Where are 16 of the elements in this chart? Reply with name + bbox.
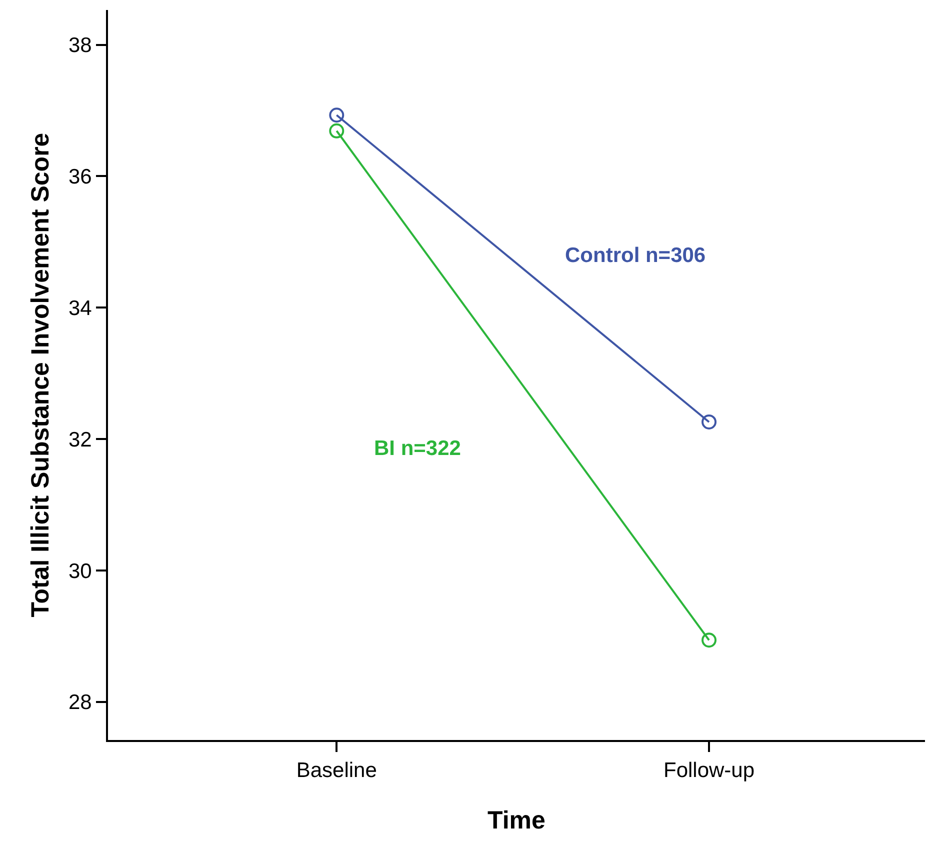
point [329,123,344,138]
series-label: Control n=306 [565,244,706,267]
x-tick-label: Follow-up [663,759,755,782]
x-tick-label: Baseline [296,759,377,782]
y-tick-label: 34 [68,297,92,320]
y-tick-label: 28 [68,691,92,714]
point [702,632,717,648]
x-axis-title: Time [488,806,546,835]
y-tick-label: 38 [68,34,92,58]
y-tick-label: 36 [68,166,92,189]
point [702,414,717,430]
y-axis-title: Total Illicit Substance Involvement Score [26,132,55,618]
text: BI n=322 [374,437,461,460]
y-tick-label: 30 [68,560,92,583]
y-tick-label: 32 [68,428,92,452]
point [329,108,344,123]
